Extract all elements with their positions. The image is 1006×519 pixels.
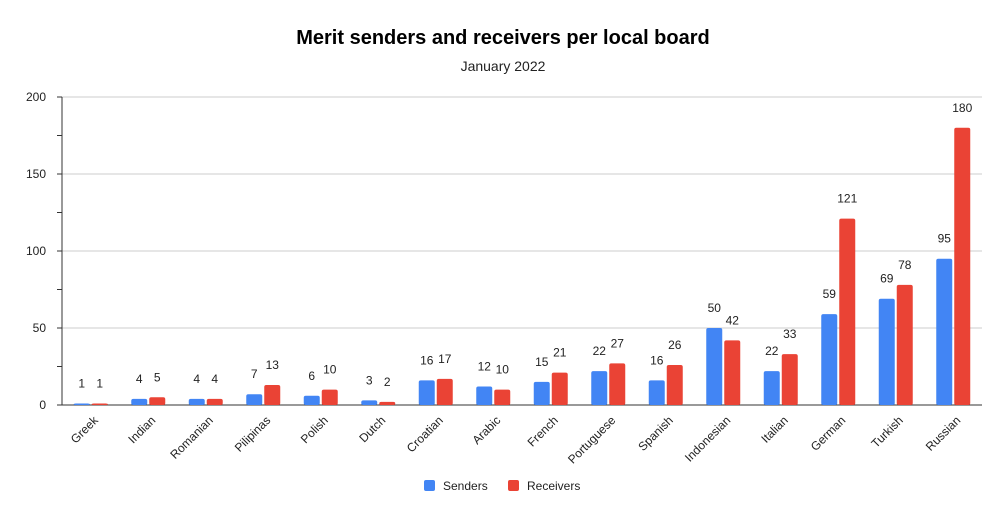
bar-receivers xyxy=(839,218,856,405)
bar-receivers xyxy=(551,372,568,405)
chart-subtitle: January 2022 xyxy=(460,58,546,74)
data-label: 27 xyxy=(611,336,625,350)
bar-senders xyxy=(821,314,838,405)
bar-senders xyxy=(591,371,608,405)
bar-receivers xyxy=(494,389,511,405)
data-label: 22 xyxy=(765,344,779,358)
data-label: 7 xyxy=(251,367,258,381)
data-label: 4 xyxy=(136,372,143,386)
bar-senders xyxy=(878,298,895,405)
bar-senders xyxy=(361,400,378,405)
y-tick-label: 100 xyxy=(26,244,46,258)
bar-senders xyxy=(706,328,723,405)
x-tick-label: German xyxy=(808,413,849,454)
data-label: 6 xyxy=(308,369,315,383)
data-label: 78 xyxy=(898,258,912,272)
data-label: 13 xyxy=(266,358,280,372)
x-tick-label: Greek xyxy=(68,413,102,447)
bar-senders xyxy=(418,380,435,405)
data-label: 22 xyxy=(593,344,607,358)
data-label: 59 xyxy=(823,287,837,301)
y-tick-label: 0 xyxy=(39,398,46,412)
bar-senders xyxy=(533,381,550,405)
data-label: 1 xyxy=(96,376,103,390)
data-label: 121 xyxy=(837,192,857,206)
data-label: 95 xyxy=(938,232,952,246)
x-tick-label: Portuguese xyxy=(565,413,619,467)
bar-senders xyxy=(763,371,780,405)
data-label: 12 xyxy=(478,360,492,374)
bar-senders xyxy=(188,398,205,405)
data-label: 180 xyxy=(952,101,972,115)
x-tick-label: Italian xyxy=(758,413,791,446)
data-label: 10 xyxy=(496,363,510,377)
bar-receivers xyxy=(781,354,798,405)
y-tick-label: 50 xyxy=(33,321,47,335)
x-tick-label: French xyxy=(525,413,561,449)
data-label: 26 xyxy=(668,338,682,352)
bar-senders xyxy=(73,403,90,405)
x-tick-label: Russian xyxy=(923,413,964,454)
x-tick-label: Spanish xyxy=(635,413,676,454)
y-tick-label: 150 xyxy=(26,167,46,181)
data-label: 42 xyxy=(726,313,740,327)
bar-receivers xyxy=(206,398,223,405)
data-label: 2 xyxy=(384,375,391,389)
x-tick-label: Croatian xyxy=(404,413,446,455)
bar-senders xyxy=(131,398,148,405)
x-tick-label: Turkish xyxy=(868,413,905,450)
legend-swatch-senders xyxy=(424,480,435,491)
data-label: 21 xyxy=(553,346,567,360)
bar-receivers xyxy=(954,127,971,406)
bar-senders xyxy=(476,386,493,405)
data-label: 1 xyxy=(78,376,85,390)
x-tick-label: Arabic xyxy=(469,413,503,447)
bar-receivers xyxy=(264,384,281,405)
legend-swatch-receivers xyxy=(508,480,519,491)
data-label: 3 xyxy=(366,373,373,387)
data-label: 10 xyxy=(323,363,337,377)
bar-receivers xyxy=(91,403,108,405)
bar-senders xyxy=(246,394,263,405)
data-label: 16 xyxy=(420,353,434,367)
data-label: 17 xyxy=(438,352,452,366)
x-tick-label: Indian xyxy=(125,413,158,446)
bar-receivers xyxy=(896,284,913,405)
legend-label: Senders xyxy=(443,479,488,493)
x-tick-label: Pilipinas xyxy=(232,413,274,455)
data-label: 50 xyxy=(708,301,722,315)
data-label: 69 xyxy=(880,272,894,286)
x-tick-label: Indonesian xyxy=(682,413,733,464)
x-tick-label: Polish xyxy=(298,413,331,446)
chart-title: Merit senders and receivers per local bo… xyxy=(296,27,710,49)
data-label: 33 xyxy=(783,327,797,341)
bar-senders xyxy=(936,258,953,405)
y-tick-label: 200 xyxy=(26,90,46,104)
data-label: 16 xyxy=(650,353,664,367)
bar-senders xyxy=(303,395,320,405)
data-label: 15 xyxy=(535,355,549,369)
x-tick-label: Dutch xyxy=(356,413,388,445)
bar-receivers xyxy=(724,340,741,405)
bar-receivers xyxy=(666,364,683,405)
data-label: 4 xyxy=(211,372,218,386)
bar-receivers xyxy=(149,397,166,405)
bar-receivers xyxy=(436,378,453,405)
legend-label: Receivers xyxy=(527,479,580,493)
bar-receivers xyxy=(379,401,396,405)
data-label: 5 xyxy=(154,370,161,384)
x-tick-label: Romanian xyxy=(167,413,216,462)
bar-senders xyxy=(648,380,665,405)
data-label: 4 xyxy=(193,372,200,386)
bar-receivers xyxy=(321,389,338,405)
bar-receivers xyxy=(609,363,626,405)
